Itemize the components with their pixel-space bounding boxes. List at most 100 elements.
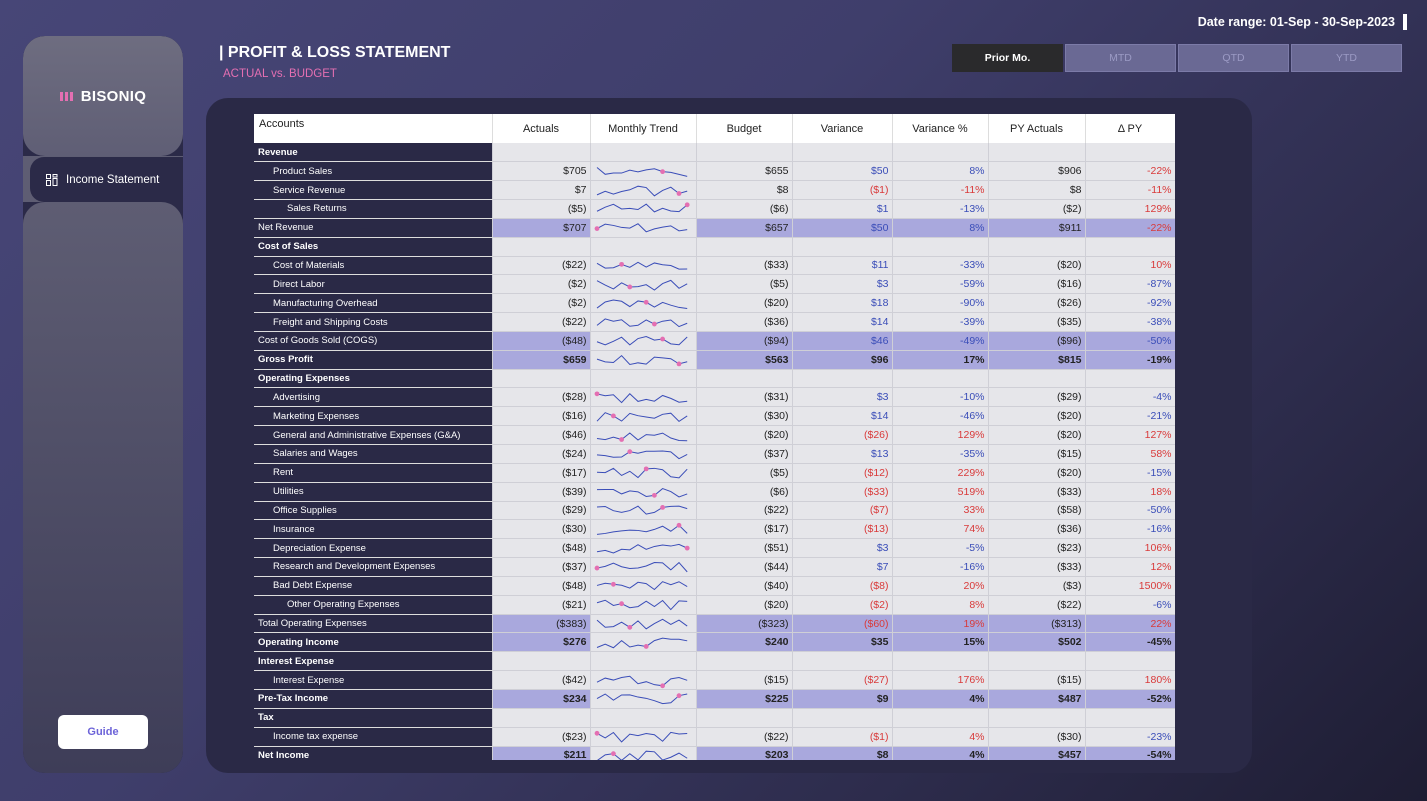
table-row[interactable]: Freight and Shipping Costs ($22) ($36) $14-… bbox=[254, 312, 1175, 332]
table-row[interactable]: Pre-Tax Income $234 $225 $9 4% $487 -52% bbox=[254, 689, 1175, 709]
account-label: Freight and Shipping Costs bbox=[254, 312, 493, 332]
table-row[interactable]: Product Sales $705 $655 $50 8% $906 -22% bbox=[254, 161, 1175, 182]
actuals-cell: ($23) bbox=[492, 727, 591, 747]
nav-item-income-statement[interactable]: Income Statement bbox=[30, 157, 183, 202]
dpy-cell: -4% bbox=[1085, 387, 1175, 408]
tab-qtd[interactable]: QTD bbox=[1178, 44, 1289, 72]
variance-cell: $50 bbox=[792, 161, 893, 182]
logo-icon bbox=[59, 91, 73, 101]
table-row[interactable]: Utilities ($39) ($6) ($33) 519% ($33) 18% bbox=[254, 482, 1175, 502]
actuals-cell: ($2) bbox=[492, 274, 591, 295]
account-label: Total Operating Expenses bbox=[254, 614, 493, 634]
column-header[interactable]: PY Actuals bbox=[988, 114, 1086, 143]
variance-cell: $3 bbox=[792, 538, 893, 559]
table-row[interactable]: Gross Profit $659 $563 $96 17% $815 -19% bbox=[254, 350, 1175, 370]
monthly-trend-cell bbox=[590, 161, 697, 182]
dpy-cell bbox=[1085, 708, 1175, 728]
sparkline bbox=[596, 618, 687, 630]
table-row[interactable]: Insurance ($30) ($17) ($13) 74% ($36) -16% bbox=[254, 519, 1175, 540]
table-row[interactable]: Cost of Goods Sold (COGS) ($48) ($94) $46 -4… bbox=[254, 331, 1175, 351]
table-row[interactable]: Net Revenue $707 $657 $50 8% $911 -22% bbox=[254, 218, 1175, 238]
table-row[interactable]: Revenue bbox=[254, 143, 1175, 163]
variance-cell: $18 bbox=[792, 293, 893, 314]
table-row[interactable]: Total Operating Expenses ($383) ($323) ($60… bbox=[254, 614, 1175, 634]
table-row[interactable]: Operating Income $276 $240 $35 15% $502 -45% bbox=[254, 632, 1175, 653]
table-row[interactable]: Office Supplies ($29) ($22) ($7) 33% ($58) -50… bbox=[254, 501, 1175, 521]
table-row[interactable]: Other Operating Expenses ($21) ($20) ($2) 8%… bbox=[254, 595, 1175, 615]
column-header[interactable]: Accounts bbox=[254, 114, 493, 143]
sparkline-marker bbox=[618, 601, 624, 607]
table-row[interactable]: Interest Expense ($42) ($15) ($27) 176% ($15)… bbox=[254, 670, 1175, 690]
budget-cell: $225 bbox=[696, 689, 793, 709]
table-row[interactable]: Net Income $211 $203 $8 4% $457 -54% bbox=[254, 746, 1175, 760]
table-row[interactable]: General and Administrative Expenses (G&A… bbox=[254, 425, 1175, 445]
variance-cell bbox=[792, 651, 893, 672]
sparkline-marker bbox=[659, 504, 665, 510]
tab-mtd[interactable]: MTD bbox=[1065, 44, 1176, 72]
monthly-trend-cell bbox=[590, 614, 697, 634]
py-cell: ($20) bbox=[988, 425, 1086, 445]
monthly-trend-cell bbox=[590, 406, 697, 427]
table-row[interactable]: Operating Expenses bbox=[254, 369, 1175, 389]
sparkline bbox=[596, 599, 687, 611]
sparkline bbox=[596, 750, 687, 760]
sparkline bbox=[596, 202, 690, 213]
table-row[interactable]: Tax bbox=[254, 708, 1175, 728]
table-row[interactable]: Salaries and Wages ($24) ($37) $13 -35% ($15)… bbox=[254, 444, 1175, 464]
actuals-cell: $211 bbox=[492, 746, 591, 760]
table-row[interactable]: Advertising ($28) ($31) $3 -10% ($29) -4% bbox=[254, 387, 1175, 408]
table-row[interactable]: Manufacturing Overhead ($2) ($20) $18 -90% ($… bbox=[254, 293, 1175, 314]
variance-cell: $3 bbox=[792, 274, 893, 295]
dpy-cell: -22% bbox=[1085, 161, 1175, 182]
column-header[interactable]: Δ PY bbox=[1085, 114, 1175, 143]
column-header[interactable]: Budget bbox=[696, 114, 793, 143]
table-row[interactable]: Sales Returns ($5) ($6) $1 -13% ($2) 129% bbox=[254, 199, 1175, 219]
var_pct-cell: -5% bbox=[892, 538, 989, 559]
tab-ytd[interactable]: YTD bbox=[1291, 44, 1402, 72]
variance-cell: ($7) bbox=[792, 501, 893, 521]
variance-cell bbox=[792, 143, 893, 163]
variance-cell: ($27) bbox=[792, 670, 893, 690]
table-row[interactable]: Interest Expense bbox=[254, 651, 1175, 672]
sparkline-marker bbox=[594, 730, 599, 736]
table-row[interactable]: Income tax expense ($23) ($22) ($1) 4% ($30) -… bbox=[254, 727, 1175, 747]
py-cell: ($15) bbox=[988, 670, 1086, 690]
table-row[interactable]: Research and Development Expenses ($37) ($… bbox=[254, 557, 1175, 577]
table-row[interactable]: Cost of Sales bbox=[254, 237, 1175, 257]
guide-button[interactable]: Guide bbox=[58, 715, 148, 749]
column-header[interactable]: Variance bbox=[792, 114, 893, 143]
account-label: Gross Profit bbox=[254, 350, 493, 370]
monthly-trend-cell bbox=[590, 143, 697, 163]
monthly-trend-cell bbox=[590, 576, 697, 596]
var_pct-cell: -33% bbox=[892, 256, 989, 276]
table-row[interactable]: Marketing Expenses ($16) ($30) $14 -46% ($20)… bbox=[254, 406, 1175, 427]
table-row[interactable]: Cost of Materials ($22) ($33) $11 -33% ($20) 1… bbox=[254, 256, 1175, 276]
table-row[interactable]: Service Revenue $7 $8 ($1) -11% $8 -11% bbox=[254, 180, 1175, 201]
py-cell: ($20) bbox=[988, 463, 1086, 483]
table-row[interactable]: Depreciation Expense ($48) ($51) $3 -5% ($23)… bbox=[254, 538, 1175, 559]
var_pct-cell bbox=[892, 708, 989, 728]
sparkline-marker bbox=[626, 449, 632, 455]
sparkline bbox=[596, 411, 687, 422]
tab-prior-mo[interactable]: Prior Mo. bbox=[952, 44, 1063, 72]
column-header[interactable]: Actuals bbox=[492, 114, 591, 143]
account-label: Depreciation Expense bbox=[254, 538, 493, 559]
actuals-cell: ($5) bbox=[492, 199, 591, 219]
column-header[interactable]: Monthly Trend bbox=[590, 114, 697, 143]
budget-cell: ($6) bbox=[696, 482, 793, 502]
account-label: Other Operating Expenses bbox=[254, 595, 493, 615]
table-row[interactable]: Direct Labor ($2) ($5) $3 -59% ($16) -87% bbox=[254, 274, 1175, 295]
table-row[interactable]: Rent ($17) ($5) ($12) 229% ($20) -15% bbox=[254, 463, 1175, 483]
period-tabs: Prior Mo. MTD QTD YTD bbox=[952, 44, 1402, 72]
grid-icon bbox=[46, 173, 58, 186]
monthly-trend-cell bbox=[590, 689, 697, 709]
py-cell: ($16) bbox=[988, 274, 1086, 295]
monthly-trend-cell bbox=[590, 727, 697, 747]
account-label: Research and Development Expenses bbox=[254, 557, 493, 577]
sparkline-marker bbox=[618, 261, 624, 267]
column-header[interactable]: Variance % bbox=[892, 114, 989, 143]
sparkline bbox=[596, 449, 687, 460]
table-header-row: Accounts Actuals Monthly Trend Budget Varian… bbox=[254, 114, 1175, 143]
actuals-cell bbox=[492, 143, 591, 163]
table-row[interactable]: Bad Debt Expense ($48) ($40) ($8) 20% ($3) 150… bbox=[254, 576, 1175, 596]
